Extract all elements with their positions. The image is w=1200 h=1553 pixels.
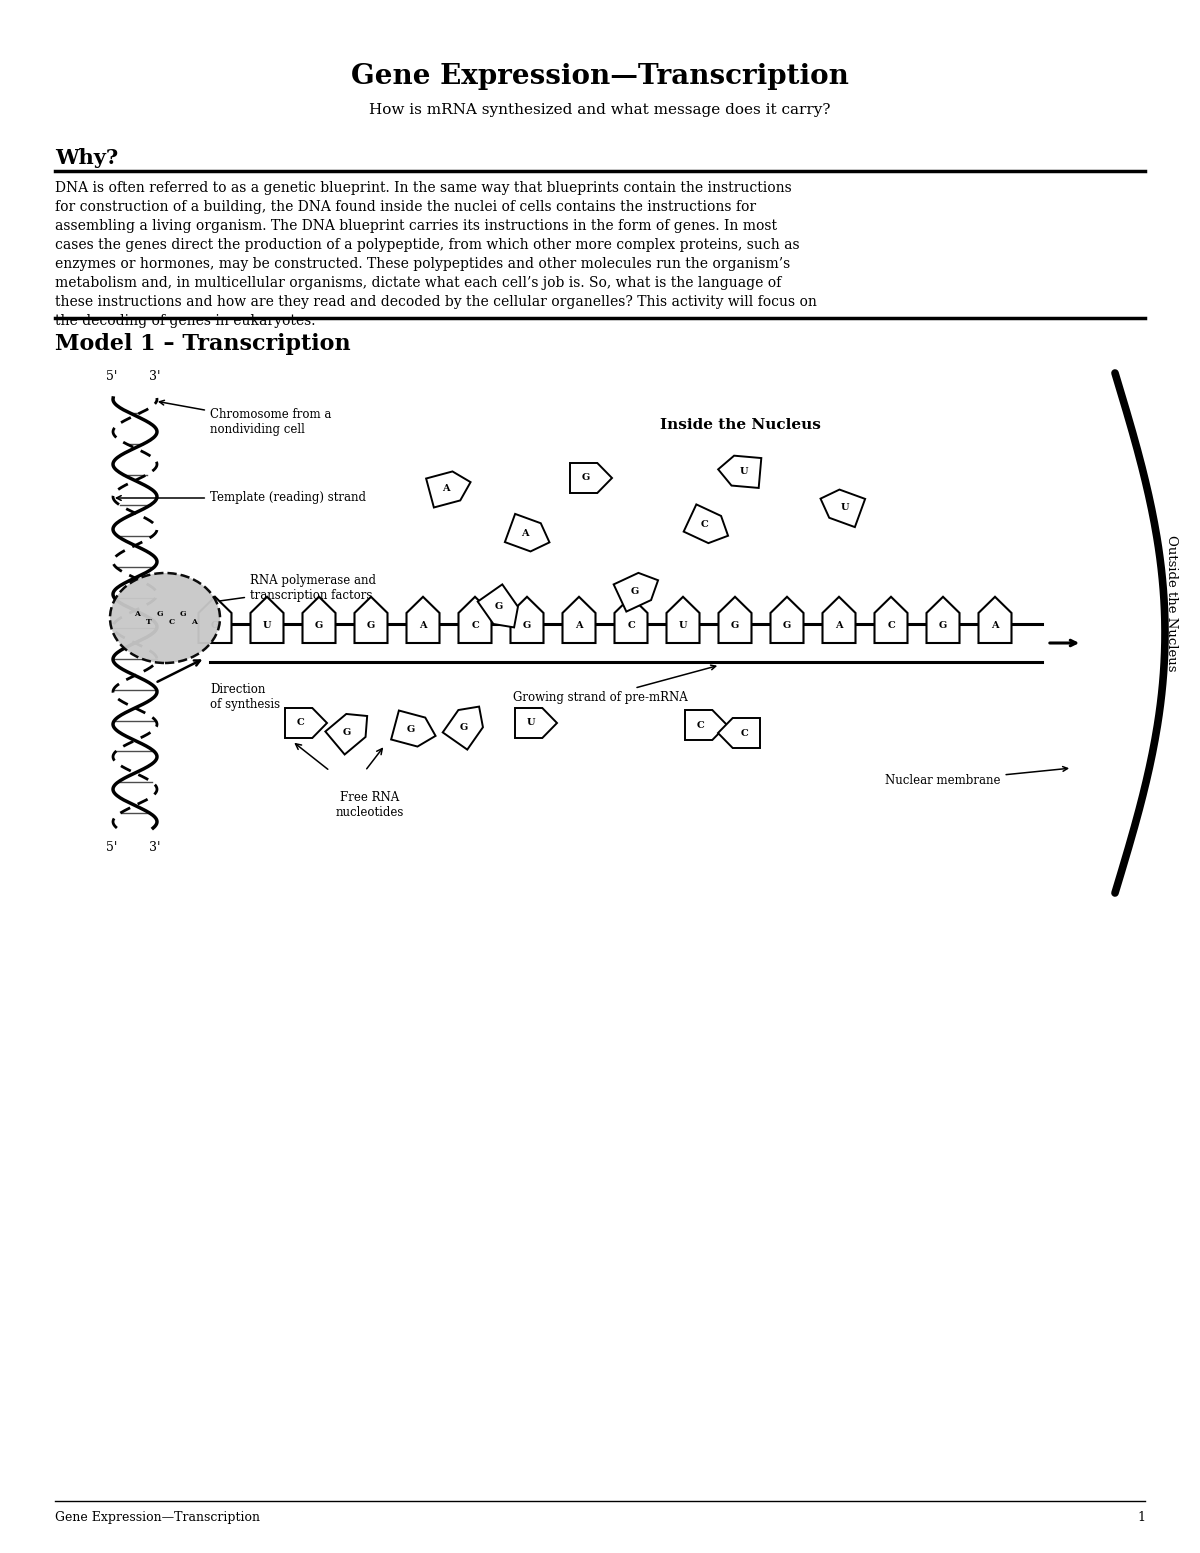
Text: C: C <box>628 621 635 631</box>
Text: A: A <box>991 621 998 631</box>
Text: C: C <box>168 618 174 626</box>
Text: A: A <box>521 530 529 537</box>
Text: 3': 3' <box>149 370 161 384</box>
Text: U: U <box>263 621 271 631</box>
Polygon shape <box>978 596 1012 643</box>
Polygon shape <box>251 596 283 643</box>
Text: Outside the Nucleus: Outside the Nucleus <box>1165 534 1178 671</box>
Text: 1: 1 <box>1138 1511 1145 1523</box>
Polygon shape <box>926 596 960 643</box>
Text: C: C <box>701 520 708 530</box>
Polygon shape <box>719 596 751 643</box>
Text: A: A <box>419 621 427 631</box>
Text: G: G <box>938 621 947 631</box>
Polygon shape <box>570 463 612 492</box>
Text: G: G <box>314 621 323 631</box>
Polygon shape <box>613 573 658 612</box>
Text: G: G <box>407 725 414 733</box>
Polygon shape <box>685 710 727 739</box>
Text: U: U <box>679 621 688 631</box>
Polygon shape <box>563 596 595 643</box>
Text: Nuclear membrane: Nuclear membrane <box>886 767 1068 787</box>
Polygon shape <box>510 596 544 643</box>
Text: G: G <box>180 610 186 618</box>
Text: A: A <box>192 618 198 626</box>
Text: Inside the Nucleus: Inside the Nucleus <box>660 418 821 432</box>
Polygon shape <box>684 505 728 544</box>
Polygon shape <box>198 596 232 643</box>
Text: RNA polymerase and
transcription factors: RNA polymerase and transcription factors <box>210 575 376 604</box>
Text: G: G <box>343 728 352 738</box>
Text: G: G <box>582 474 590 483</box>
Text: C: C <box>298 719 305 727</box>
Polygon shape <box>286 708 326 738</box>
Text: G: G <box>523 621 532 631</box>
Polygon shape <box>770 596 804 643</box>
Polygon shape <box>718 455 761 488</box>
Polygon shape <box>614 596 648 643</box>
Text: DNA is often referred to as a genetic blueprint. In the same way that blueprints: DNA is often referred to as a genetic bl… <box>55 182 817 328</box>
Text: U: U <box>841 503 850 512</box>
Text: G: G <box>367 621 376 631</box>
Text: Gene Expression—Transcription: Gene Expression—Transcription <box>352 64 848 90</box>
Polygon shape <box>407 596 439 643</box>
Polygon shape <box>325 714 367 755</box>
Text: Gene Expression—Transcription: Gene Expression—Transcription <box>55 1511 260 1523</box>
Text: How is mRNA synthesized and what message does it carry?: How is mRNA synthesized and what message… <box>370 102 830 116</box>
Polygon shape <box>515 708 557 738</box>
Polygon shape <box>354 596 388 643</box>
Polygon shape <box>822 596 856 643</box>
Ellipse shape <box>110 573 220 663</box>
Polygon shape <box>391 711 436 747</box>
Text: C: C <box>887 621 895 631</box>
Text: C: C <box>472 621 479 631</box>
Text: G: G <box>460 724 468 733</box>
Text: C: C <box>740 728 748 738</box>
Text: 5': 5' <box>107 370 118 384</box>
Polygon shape <box>443 707 482 750</box>
Text: A: A <box>134 610 140 618</box>
Text: G: G <box>630 587 638 596</box>
Text: T: T <box>145 618 151 626</box>
Polygon shape <box>478 584 518 627</box>
Text: Model 1 – Transcription: Model 1 – Transcription <box>55 332 350 356</box>
Text: A: A <box>442 485 449 494</box>
Text: G: G <box>157 610 163 618</box>
Text: Chromosome from a
nondividing cell: Chromosome from a nondividing cell <box>160 401 331 436</box>
Text: 5': 5' <box>107 842 118 854</box>
Text: G: G <box>211 621 220 631</box>
Polygon shape <box>302 596 336 643</box>
Polygon shape <box>718 717 760 749</box>
Polygon shape <box>426 472 470 508</box>
Text: G: G <box>496 601 503 610</box>
Polygon shape <box>505 514 550 551</box>
Text: A: A <box>835 621 842 631</box>
Text: C: C <box>697 721 704 730</box>
Text: A: A <box>575 621 583 631</box>
Text: Direction
of synthesis: Direction of synthesis <box>210 683 280 711</box>
Text: Why?: Why? <box>55 148 119 168</box>
Text: U: U <box>527 719 535 727</box>
Polygon shape <box>821 489 865 526</box>
Text: U: U <box>740 467 749 477</box>
Text: G: G <box>731 621 739 631</box>
Text: Template (reading) strand: Template (reading) strand <box>116 491 366 505</box>
Polygon shape <box>666 596 700 643</box>
Polygon shape <box>458 596 492 643</box>
Polygon shape <box>875 596 907 643</box>
Text: 3': 3' <box>149 842 161 854</box>
Text: Free RNA
nucleotides: Free RNA nucleotides <box>336 790 404 818</box>
Text: G: G <box>782 621 791 631</box>
Text: Growing strand of pre-mRNA: Growing strand of pre-mRNA <box>512 665 715 704</box>
